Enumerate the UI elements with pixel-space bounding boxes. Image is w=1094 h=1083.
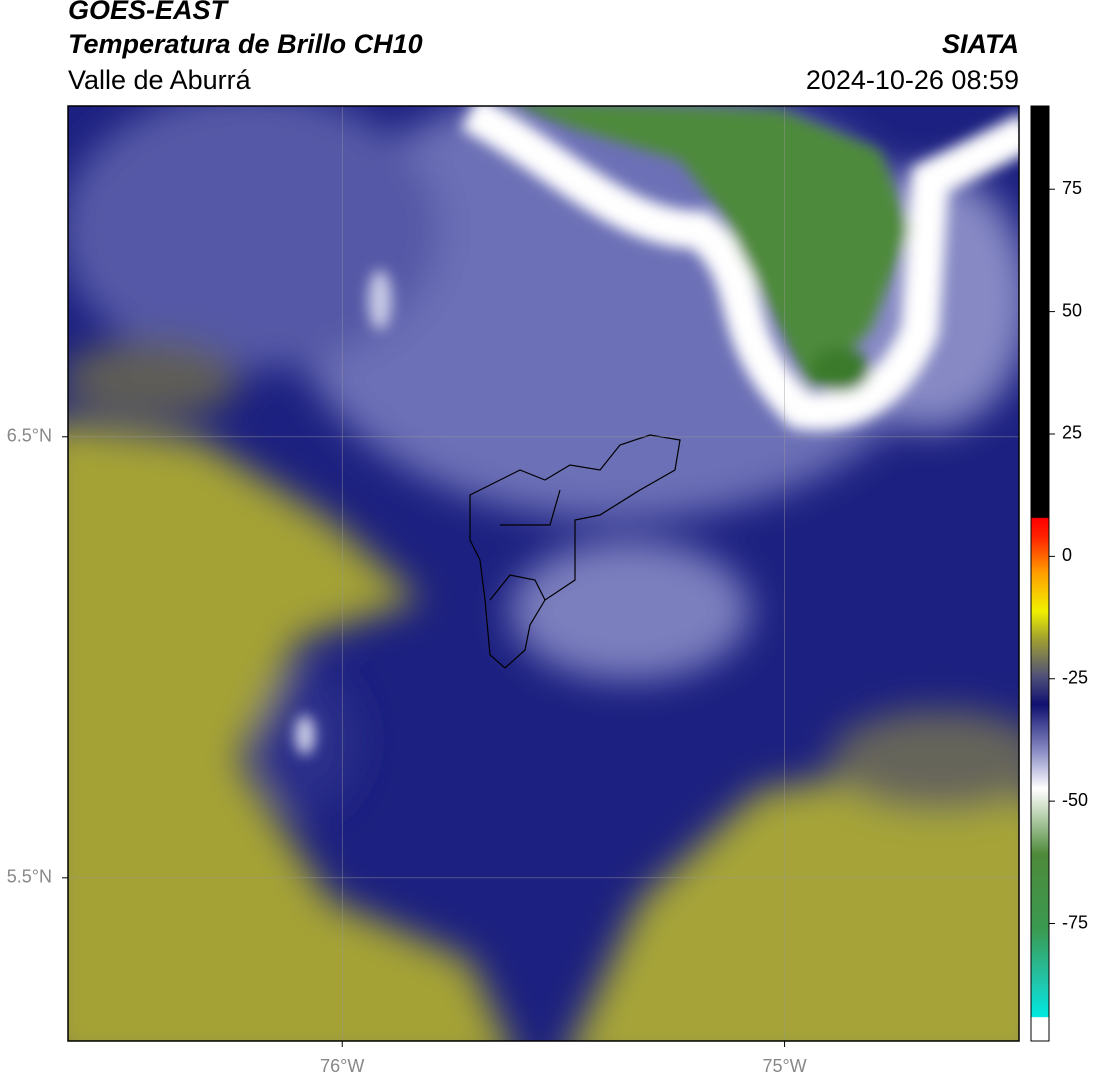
basin-outline [469,434,681,669]
colorbar-tick-label: 0 [1062,545,1072,565]
datetime: 2024-10-26 08:59 [806,65,1019,95]
colorbar-tick-label: 25 [1062,423,1082,443]
colorbar-tick-label: -25 [1062,667,1088,687]
y-tick-label: 6.5°N [7,426,52,446]
satellite-image [68,106,1019,1041]
x-tick-label: 75°W [762,1056,806,1076]
x-tick-label: 76°W [320,1056,364,1076]
colorbar-tick-label: -50 [1062,790,1088,810]
y-tick-label: 5.5°N [7,867,52,887]
colorbar-tick-label: 50 [1062,300,1082,320]
title-main: GOES-EAST [68,0,230,25]
colorbar-tick-label: 75 [1062,178,1082,198]
map-frame [67,105,1020,1042]
source: SIATA [942,29,1019,59]
colorbar [1030,105,1050,1042]
title-product: Temperatura de Brillo CH10 [68,29,423,59]
colorbar-tick-label: -75 [1062,912,1088,932]
subtitle-region: Valle de Aburrá [68,65,252,95]
